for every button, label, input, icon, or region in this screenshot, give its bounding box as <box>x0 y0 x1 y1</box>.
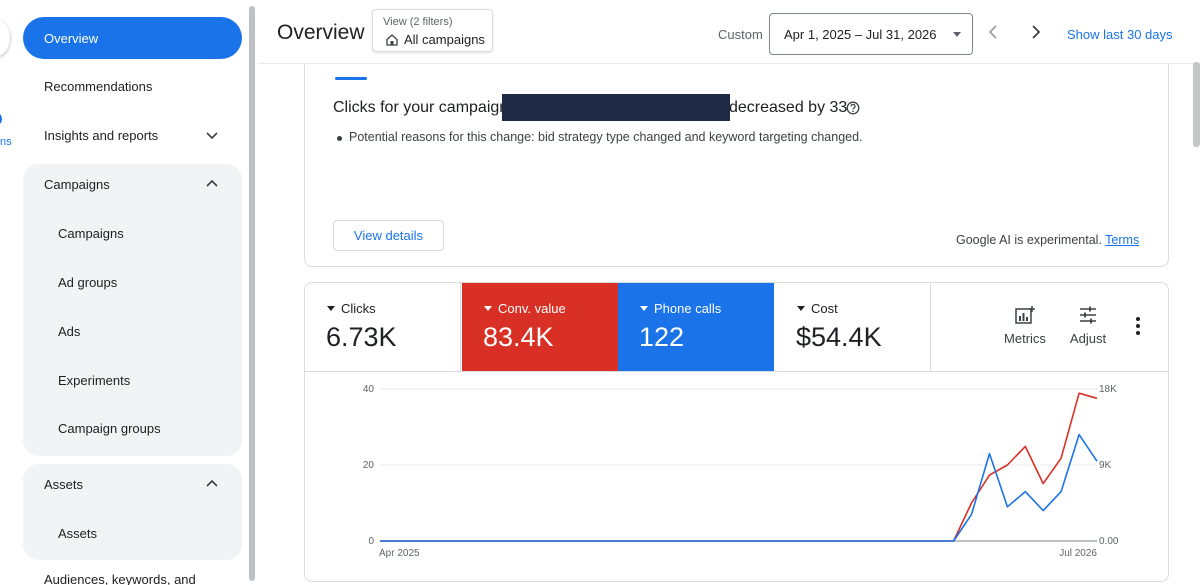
metric-phone-calls-label: Phone calls <box>654 301 722 316</box>
metric-cost-value: $54.4K <box>796 322 882 352</box>
nav-item-audiences[interactable]: Audiences, keywords, and <box>23 558 242 585</box>
metric-conv-value-value: 83.4K <box>483 322 554 352</box>
insight-reason: Potential reasons for this change: bid s… <box>349 130 863 144</box>
nav-group-campaigns <box>23 164 242 456</box>
metric-conv-value-label: Conv. value <box>498 301 566 316</box>
right-axis-tick-label: 0.00 <box>1099 536 1119 547</box>
nav-group-assets <box>23 464 242 560</box>
metric-clicks-value: 6.73K <box>326 322 397 352</box>
collapsed-panel-button[interactable] <box>0 20 10 56</box>
chevron-left-icon[interactable] <box>983 22 1003 42</box>
chevron-down-icon <box>206 132 218 140</box>
nav-item-insights-label: Insights and reports <box>44 127 159 143</box>
nav-subitem-campaign-groups-label: Campaign groups <box>58 420 161 436</box>
insight-title-start: Clicks for your campaign <box>333 99 509 116</box>
insight-card: Clicks for your campaign decreased by 33… <box>304 52 1169 267</box>
nav-subitem-assets-label: Assets <box>58 525 98 541</box>
date-range-selector[interactable]: Apr 1, 2025 – Jul 31, 2026 <box>769 13 973 55</box>
left-axis-tick-label: 0 <box>368 536 374 547</box>
right-axis-tick-label: 9K <box>1099 460 1112 471</box>
page-title: Overview <box>277 21 365 44</box>
metric-clicks-label: Clicks <box>341 301 376 316</box>
nav-subitem-assets[interactable]: Assets <box>58 512 238 554</box>
insight-accent-bar <box>335 77 367 80</box>
page-header: Overview View (2 filters) All campaigns … <box>258 0 1200 64</box>
nav-item-overview-label: Overview <box>44 30 99 46</box>
page-scrollbar[interactable] <box>1193 62 1200 147</box>
nav-subitem-campaigns-label: Campaigns <box>58 225 124 241</box>
metric-tile-conv-value[interactable]: Conv. value 83.4K <box>462 283 618 371</box>
collapsed-panel-icon <box>0 113 2 125</box>
chevron-up-icon <box>206 479 218 487</box>
collapsed-panel-text: ns <box>0 136 12 148</box>
nav-subitem-ad-groups-label: Ad groups <box>58 274 118 290</box>
insight-title-end: decreased by 33 <box>729 99 848 116</box>
series-line-phone-calls <box>380 433 1098 542</box>
nav-subitem-ads[interactable]: Ads <box>58 310 238 352</box>
metrics-button-label: Metrics <box>1004 331 1046 346</box>
ai-note-text: Google AI is experimental. <box>956 233 1102 247</box>
right-axis-tick-label: 18K <box>1099 384 1117 395</box>
x-axis-tick-label: Apr 2025 <box>379 548 420 559</box>
home-icon <box>386 34 398 46</box>
metric-cost-label: Cost <box>811 301 838 316</box>
metric-tile-clicks[interactable]: Clicks 6.73K <box>305 283 461 371</box>
dropdown-arrow-icon <box>327 306 335 311</box>
tiles-divider <box>305 371 1168 372</box>
redacted-campaign-name <box>502 94 730 121</box>
nav-item-recommendations-label: Recommendations <box>44 78 153 94</box>
metric-tile-cost[interactable]: Cost $54.4K <box>775 283 931 371</box>
nav-item-insights-and-reports[interactable]: Insights and reports <box>23 114 242 156</box>
terms-link[interactable]: Terms <box>1105 233 1140 247</box>
more-options-icon[interactable] <box>1134 317 1142 339</box>
nav-item-recommendations[interactable]: Recommendations <box>23 65 242 107</box>
series-line-conv-value <box>380 392 1098 542</box>
dropdown-arrow-icon <box>797 306 805 311</box>
dropdown-arrow-icon <box>640 306 648 311</box>
left-axis-tick-label: 40 <box>363 384 375 395</box>
show-last-30-days-link[interactable]: Show last 30 days <box>1067 27 1173 42</box>
nav-subitem-campaigns[interactable]: Campaigns <box>58 212 238 254</box>
x-axis-tick-label: Jul 2026 <box>1059 548 1097 559</box>
nav-scrollbar[interactable] <box>249 6 255 581</box>
performance-line-chart: 0 0.00 20 9K 40 18K Apr 2025 Jul 2026 <box>363 384 1119 559</box>
nav-subitem-ad-groups[interactable]: Ad groups <box>58 261 238 303</box>
performance-card: Clicks 6.73K Conv. value 83.4K Phone cal… <box>304 282 1169 582</box>
metric-phone-calls-value: 122 <box>639 322 685 352</box>
nav-subitem-experiments[interactable]: Experiments <box>58 359 238 401</box>
view-details-button[interactable]: View details <box>333 220 444 251</box>
chevron-up-icon <box>206 179 218 187</box>
nav-subitem-campaign-groups[interactable]: Campaign groups <box>58 407 238 449</box>
dropdown-arrow-icon <box>484 306 492 311</box>
help-icon[interactable] <box>846 101 860 115</box>
chevron-right-icon[interactable] <box>1026 22 1046 42</box>
nav-item-campaigns-group[interactable]: Campaigns <box>23 163 242 205</box>
left-navigation: ns Overview Recommendations Insights and… <box>0 0 250 585</box>
nav-subitem-ads-label: Ads <box>58 323 81 339</box>
nav-item-audiences-label: Audiences, keywords, and <box>44 571 196 585</box>
bullet-icon <box>337 136 342 141</box>
dropdown-arrow-icon <box>953 32 961 37</box>
ai-experimental-note: Google AI is experimental. Terms <box>956 233 1139 247</box>
nav-item-assets-group-label: Assets <box>44 476 84 492</box>
tune-icon <box>1080 306 1096 324</box>
nav-subitem-experiments-label: Experiments <box>58 372 131 388</box>
nav-item-assets-group[interactable]: Assets <box>23 463 242 505</box>
nav-item-campaigns-group-label: Campaigns <box>44 176 110 192</box>
metrics-button[interactable]: Metrics <box>995 305 1055 355</box>
metrics-chart-icon <box>1015 306 1035 324</box>
view-filter-chip[interactable]: View (2 filters) All campaigns <box>372 9 493 52</box>
view-filter-value: All campaigns <box>404 32 485 47</box>
metric-tile-phone-calls[interactable]: Phone calls 122 <box>618 283 774 371</box>
nav-item-overview[interactable]: Overview <box>23 17 242 59</box>
date-range-value: Apr 1, 2025 – Jul 31, 2026 <box>784 27 937 42</box>
date-range-type: Custom <box>718 27 763 42</box>
left-axis-tick-label: 20 <box>363 460 375 471</box>
adjust-button[interactable]: Adjust <box>1058 305 1118 355</box>
view-filter-label: View (2 filters) <box>383 16 453 28</box>
adjust-button-label: Adjust <box>1069 331 1107 346</box>
